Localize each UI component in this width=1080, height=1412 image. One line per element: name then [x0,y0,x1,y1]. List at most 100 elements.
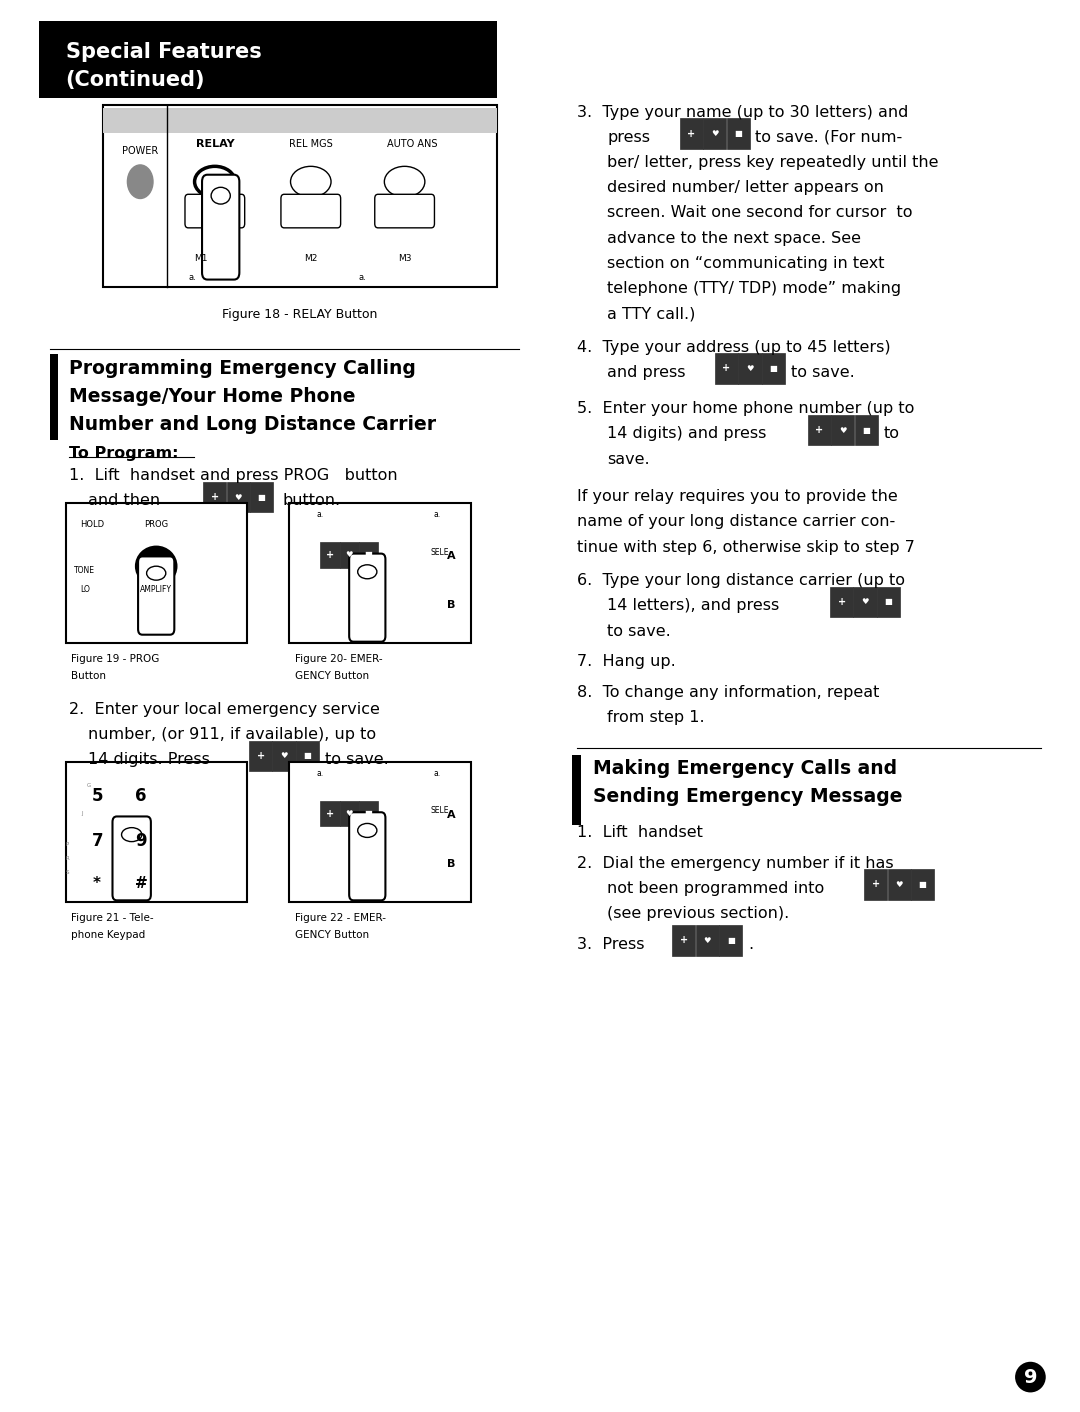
Text: save.: save. [607,452,650,466]
Text: button.: button. [282,493,340,508]
Text: 9: 9 [1024,1368,1037,1387]
Text: ■: ■ [885,597,892,607]
Text: a.: a. [359,273,366,281]
FancyBboxPatch shape [831,415,854,445]
Text: TONE: TONE [75,566,95,575]
FancyBboxPatch shape [359,801,378,826]
FancyBboxPatch shape [864,870,888,899]
Text: ■: ■ [919,880,927,890]
Text: ■: ■ [303,751,311,760]
FancyBboxPatch shape [719,925,742,956]
Bar [289,503,471,642]
Text: telephone (TTY/ TDP) mode” making: telephone (TTY/ TDP) mode” making [607,281,902,297]
Text: ♥: ♥ [346,809,353,818]
Text: +: + [815,425,823,435]
Ellipse shape [291,167,332,198]
Text: 7: 7 [92,832,104,850]
Text: Figure 20- EMER-: Figure 20- EMER- [295,654,382,664]
Bar [66,503,247,642]
Text: ■: ■ [734,128,742,138]
Text: 1.  Lift  handset: 1. Lift handset [578,825,703,840]
Text: Figure 21 - Tele-: Figure 21 - Tele- [71,914,153,923]
Ellipse shape [147,566,166,580]
Text: Button: Button [71,671,106,681]
Text: Figure 22 - EMER-: Figure 22 - EMER- [295,914,386,923]
FancyBboxPatch shape [679,119,703,148]
Circle shape [127,165,153,199]
Text: .: . [747,936,753,952]
Text: SELE: SELE [430,548,448,556]
Text: G: G [86,784,91,788]
Text: not been programmed into: not been programmed into [607,881,824,895]
Ellipse shape [357,565,377,579]
Bar [103,107,498,133]
Text: B: B [447,858,456,868]
Text: from step 1.: from step 1. [607,710,705,726]
FancyBboxPatch shape [321,801,340,826]
Text: B: B [447,600,456,610]
Bar [289,762,471,902]
Text: PROG: PROG [144,520,168,528]
Text: tinue with step 6, otherwise skip to step 7: tinue with step 6, otherwise skip to ste… [578,539,915,555]
Text: RELAY: RELAY [195,138,234,148]
FancyBboxPatch shape [877,587,900,617]
Text: Figure 18 - RELAY Button: Figure 18 - RELAY Button [222,308,378,321]
FancyBboxPatch shape [727,119,750,148]
Text: ■: ■ [365,809,373,818]
FancyBboxPatch shape [349,554,386,641]
FancyBboxPatch shape [853,587,877,617]
FancyBboxPatch shape [249,740,272,771]
Text: 2.  Dial the emergency number if it has: 2. Dial the emergency number if it has [578,856,894,871]
Text: POWER: POWER [122,145,159,155]
Text: ♥: ♥ [839,425,847,435]
Text: a.: a. [433,510,441,520]
Text: REL MGS: REL MGS [289,138,333,148]
Text: LO: LO [80,586,90,594]
Text: ♥: ♥ [703,936,711,945]
FancyBboxPatch shape [349,812,386,901]
Text: If your relay requires you to provide the: If your relay requires you to provide th… [578,490,899,504]
Text: (Continued): (Continued) [66,69,205,90]
FancyBboxPatch shape [296,740,319,771]
Text: ■: ■ [769,364,778,373]
FancyBboxPatch shape [202,175,240,280]
Text: SELE: SELE [430,806,448,815]
Text: 7.  Hang up.: 7. Hang up. [578,654,676,669]
FancyBboxPatch shape [854,415,878,445]
Text: +: + [326,549,334,561]
Text: Special Features: Special Features [66,42,261,62]
Text: M1: M1 [194,254,207,264]
Text: ♥: ♥ [862,597,868,607]
FancyBboxPatch shape [138,556,174,635]
Text: a.: a. [433,770,441,778]
Text: +: + [679,935,688,945]
Text: to save. (For num-: to save. (For num- [755,130,903,145]
Text: *: * [92,875,100,891]
Text: desired number/ letter appears on: desired number/ letter appears on [607,181,885,195]
Text: J: J [82,810,83,816]
Text: Figure 19 - PROG: Figure 19 - PROG [71,654,159,664]
Text: Making Emergency Calls and: Making Emergency Calls and [593,760,897,778]
Text: 14 letters), and press: 14 letters), and press [607,599,780,613]
FancyBboxPatch shape [249,481,273,513]
Text: 14 digits) and press: 14 digits) and press [607,426,767,442]
Text: ■: ■ [258,493,266,501]
Text: +: + [687,128,696,138]
Text: A: A [447,551,456,561]
Text: AMPLIFY: AMPLIFY [140,586,172,594]
Text: a.: a. [188,273,195,281]
Text: phone Keypad: phone Keypad [71,929,145,940]
FancyBboxPatch shape [185,195,245,227]
FancyBboxPatch shape [375,195,434,227]
Text: section on “communicating in text: section on “communicating in text [607,256,885,271]
Text: #: # [135,875,148,891]
FancyBboxPatch shape [339,801,359,826]
Text: 8.  To change any information, repeat: 8. To change any information, repeat [578,685,880,700]
Text: 1.  Lift  handset and press PROG   button: 1. Lift handset and press PROG button [69,469,397,483]
Text: +: + [211,493,219,503]
Text: 3.  Type your name (up to 30 letters) and: 3. Type your name (up to 30 letters) and [578,104,908,120]
Text: +: + [838,597,846,607]
Text: 3.  Press: 3. Press [578,936,645,952]
Bar [572,755,581,825]
Text: Number and Long Distance Carrier: Number and Long Distance Carrier [69,415,436,435]
